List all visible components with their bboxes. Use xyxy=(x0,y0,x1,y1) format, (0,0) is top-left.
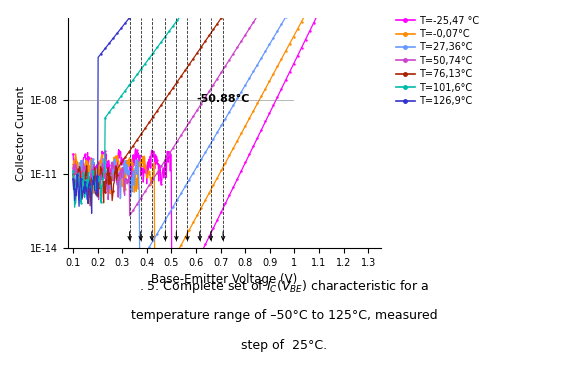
Legend: T=-25,47 °C, T=-0,07°C, T=27,36°C, T=50,74°C, T=76,13°C, T=101,6°C, T=126,9°C: T=-25,47 °C, T=-0,07°C, T=27,36°C, T=50,… xyxy=(392,12,483,110)
Text: temperature range of –50°C to 125°C, measured: temperature range of –50°C to 125°C, mea… xyxy=(131,309,437,322)
Text: step of  25°C.: step of 25°C. xyxy=(241,339,327,353)
X-axis label: Base-Emitter Voltage (V): Base-Emitter Voltage (V) xyxy=(151,273,298,287)
Text: -50.88°C: -50.88°C xyxy=(196,94,249,104)
Y-axis label: Collector Current: Collector Current xyxy=(16,86,26,181)
Text: . 5. Complete set of $\mathit{I}_{\mathit{C}}(\mathit{V}_{\mathit{BE}})$ charact: . 5. Complete set of $\mathit{I}_{\mathi… xyxy=(139,278,429,295)
